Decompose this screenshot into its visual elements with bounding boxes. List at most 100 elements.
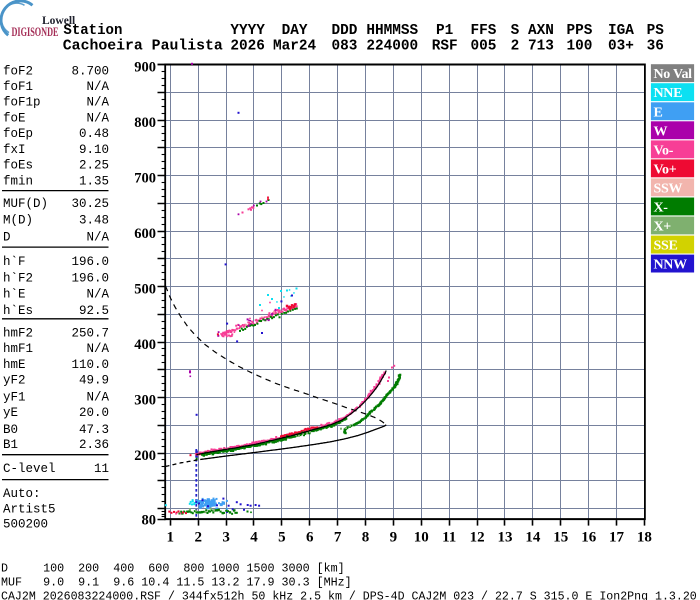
svg-text:PPS: PPS: [566, 23, 592, 39]
svg-text:N/A: N/A: [86, 111, 109, 125]
svg-text:hmE: hmE: [3, 358, 26, 372]
svg-text:YYYY: YYYY: [230, 23, 265, 39]
svg-text:B0: B0: [3, 423, 18, 437]
svg-text:03+: 03+: [608, 38, 634, 54]
svg-text:15: 15: [553, 530, 568, 546]
svg-text:500: 500: [134, 282, 156, 298]
svg-text:200: 200: [134, 448, 156, 464]
svg-text:h`F: h`F: [3, 255, 26, 269]
svg-text:2.25: 2.25: [79, 159, 109, 173]
svg-text:3: 3: [222, 530, 230, 546]
svg-text:C-level: C-level: [3, 462, 56, 476]
svg-text:900: 900: [134, 60, 156, 76]
svg-text:110.0: 110.0: [71, 358, 109, 372]
svg-text:713: 713: [528, 38, 554, 54]
svg-text:Vo+: Vo+: [654, 162, 677, 177]
svg-text:DIGISONDE: DIGISONDE: [12, 25, 59, 39]
svg-text:100: 100: [566, 38, 592, 54]
svg-text:14: 14: [525, 530, 541, 546]
svg-text:NNE: NNE: [654, 86, 683, 101]
svg-text:IGA: IGA: [608, 23, 634, 39]
svg-text:500200: 500200: [3, 518, 48, 532]
svg-text:h`E: h`E: [3, 288, 26, 302]
svg-text:300: 300: [134, 393, 156, 409]
svg-text:yF1: yF1: [3, 390, 26, 404]
svg-text:fxI: fxI: [3, 143, 26, 157]
svg-text:11: 11: [442, 530, 456, 546]
svg-text:30.25: 30.25: [71, 197, 109, 211]
svg-text:6: 6: [306, 530, 314, 546]
svg-text:MUF(D): MUF(D): [3, 197, 48, 211]
svg-text:N/A: N/A: [86, 96, 109, 110]
svg-text:Cachoeira Paulista: Cachoeira Paulista: [63, 38, 223, 54]
svg-text:N/A: N/A: [86, 342, 109, 356]
svg-text:yF2: yF2: [3, 374, 26, 388]
svg-text:DAY: DAY: [282, 23, 308, 39]
svg-text:400: 400: [134, 337, 156, 353]
svg-text:foEs: foEs: [3, 159, 33, 173]
svg-text:SSE: SSE: [654, 239, 678, 254]
svg-text:S: S: [511, 23, 520, 39]
svg-text:36: 36: [647, 38, 664, 54]
svg-text:foE: foE: [3, 111, 26, 125]
svg-text:1: 1: [167, 530, 175, 546]
svg-text:PS: PS: [647, 23, 665, 39]
svg-text:N/A: N/A: [86, 80, 109, 94]
svg-text:196.0: 196.0: [71, 255, 109, 269]
svg-text:47.3: 47.3: [79, 423, 109, 437]
svg-text:FFS: FFS: [471, 23, 497, 39]
svg-text:foF1: foF1: [3, 80, 33, 94]
svg-text:10: 10: [414, 530, 429, 546]
svg-text:250.7: 250.7: [71, 326, 109, 340]
svg-text:9: 9: [390, 530, 398, 546]
svg-text:800: 800: [134, 115, 156, 131]
svg-text:X+: X+: [654, 220, 672, 235]
svg-text:D 100 200 400 600 800: D 100 200 400 600 800 1000 1500 3000 [km…: [1, 561, 345, 575]
svg-text:N/A: N/A: [86, 288, 109, 302]
svg-text:CAJ2M_2026083224000.RSF / 344f: CAJ2M_2026083224000.RSF / 344fx512h 50 k…: [1, 590, 697, 600]
svg-text:hmF1: hmF1: [3, 342, 33, 356]
svg-text:RSF: RSF: [432, 38, 458, 54]
svg-text:foF2: foF2: [3, 64, 33, 78]
svg-text:4: 4: [250, 530, 258, 546]
svg-text:M(D): M(D): [3, 214, 33, 228]
svg-text:600: 600: [134, 226, 156, 242]
svg-text:8: 8: [362, 530, 370, 546]
svg-text:NNW: NNW: [654, 258, 688, 273]
svg-text:foF1p: foF1p: [3, 96, 41, 110]
svg-text:11: 11: [94, 462, 109, 476]
svg-text:X-: X-: [654, 201, 669, 216]
svg-text:Artist5: Artist5: [3, 502, 56, 516]
svg-text:yE: yE: [3, 406, 18, 420]
svg-text:17: 17: [609, 530, 625, 546]
svg-text:D: D: [3, 230, 11, 244]
svg-text:h`Es: h`Es: [3, 304, 33, 318]
svg-text:Vo-: Vo-: [654, 143, 674, 158]
svg-text:224000: 224000: [366, 38, 418, 54]
svg-text:Auto:: Auto:: [3, 487, 41, 501]
svg-text:196.0: 196.0: [71, 272, 109, 286]
svg-text:083: 083: [332, 38, 358, 54]
svg-text:2: 2: [511, 38, 520, 54]
svg-text:700: 700: [134, 171, 156, 187]
svg-text:2: 2: [194, 530, 202, 546]
svg-text:foEp: foEp: [3, 127, 33, 141]
svg-text:5: 5: [278, 530, 286, 546]
svg-text:20.0: 20.0: [79, 406, 109, 420]
svg-text:HHMMSS: HHMMSS: [366, 23, 418, 39]
svg-text:7: 7: [334, 530, 342, 546]
svg-text:DDD: DDD: [332, 23, 358, 39]
svg-text:80: 80: [142, 513, 157, 529]
svg-text:Station: Station: [63, 23, 122, 39]
svg-text:hmF2: hmF2: [3, 326, 33, 340]
svg-text:16: 16: [581, 530, 597, 546]
svg-text:AXN: AXN: [528, 23, 554, 39]
svg-text:3.48: 3.48: [79, 214, 109, 228]
svg-text:h`F2: h`F2: [3, 272, 33, 286]
svg-text:P1: P1: [436, 23, 454, 39]
svg-text:W: W: [654, 124, 668, 139]
svg-text:No Val: No Val: [654, 67, 693, 82]
svg-text:MUF 9.0 9.1 9.6 10.4 11.5: MUF 9.0 9.1 9.6 10.4 11.5 13.2 17.9 30.3…: [1, 576, 352, 590]
svg-text:8.700: 8.700: [71, 64, 109, 78]
svg-text:fmin: fmin: [3, 174, 33, 188]
